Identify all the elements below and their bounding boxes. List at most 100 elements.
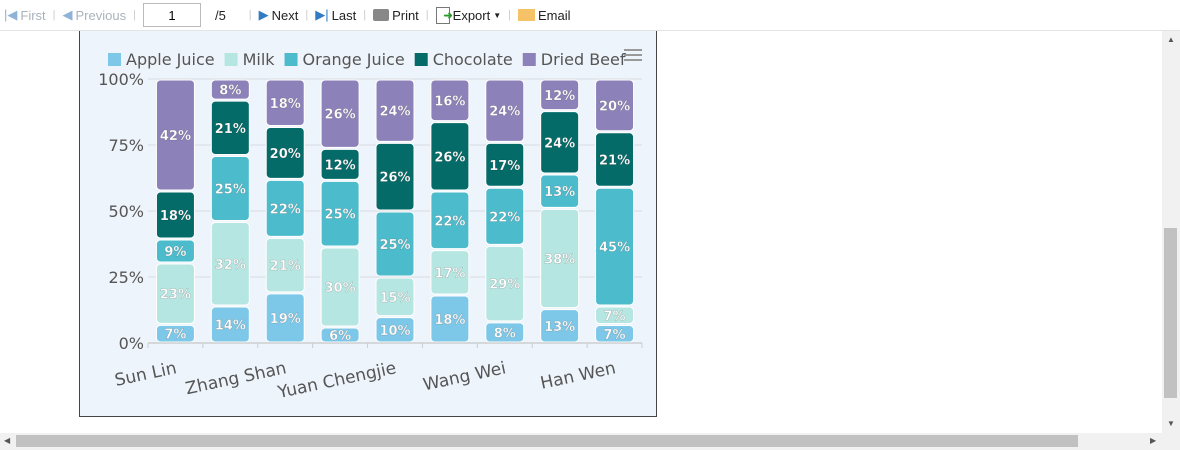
horizontal-scroll-thumb[interactable] <box>16 435 1078 447</box>
data-label: 29% <box>489 278 520 293</box>
first-icon: |◀ <box>4 7 18 22</box>
divider: | <box>508 9 512 21</box>
x-axis-label: Yuan Chengjie <box>275 358 398 403</box>
bar-segment <box>265 179 305 237</box>
data-label: 18% <box>160 209 191 224</box>
bar-segment <box>210 100 250 156</box>
bar-segment <box>320 180 360 247</box>
menu-icon[interactable] <box>624 49 642 61</box>
bar-segment <box>320 79 360 148</box>
next-button[interactable]: ▶ Next <box>258 7 299 23</box>
scroll-up-icon[interactable]: ▲ <box>1167 35 1175 44</box>
bar-segment <box>265 293 305 343</box>
legend-label: Dried Beef <box>541 50 626 69</box>
data-label: 22% <box>489 210 520 225</box>
scroll-down-icon[interactable]: ▼ <box>1167 419 1175 428</box>
bar-segment <box>375 277 415 317</box>
data-label: 12% <box>325 158 356 173</box>
email-button[interactable]: Email <box>514 8 575 23</box>
first-button[interactable]: |◀ First <box>4 7 46 23</box>
data-label: 25% <box>379 238 410 253</box>
data-label: 8% <box>219 84 241 99</box>
last-icon: ▶| <box>315 7 329 22</box>
chevron-down-icon: ▼ <box>493 10 502 20</box>
bar-segment <box>155 191 195 239</box>
stacked-percent-bar-chart: Apple Juice Milk Orange Juice Chocolate Drie… <box>98 49 643 403</box>
legend-swatch <box>414 53 428 66</box>
legend-item[interactable]: Chocolate <box>414 50 513 69</box>
bar-segment <box>595 187 635 306</box>
legend-swatch <box>224 53 238 66</box>
data-label: 22% <box>270 202 301 217</box>
page-total: /5 <box>214 7 226 23</box>
bar-segment <box>485 79 525 142</box>
bar-segment <box>485 245 525 322</box>
data-label: 26% <box>325 108 356 123</box>
page-number-input[interactable] <box>142 3 201 27</box>
next-icon: ▶ <box>258 7 269 22</box>
y-tick-label: 75% <box>108 136 144 155</box>
legend-label: Milk <box>243 50 276 69</box>
bar-segment <box>210 156 250 222</box>
menu-line <box>624 49 642 51</box>
vertical-scrollbar[interactable]: ▲ ▼ <box>1162 31 1180 433</box>
printer-icon <box>373 9 390 21</box>
bar-segment <box>375 142 415 211</box>
data-label: 30% <box>325 281 356 296</box>
bar-segment <box>430 295 470 343</box>
bar-segment <box>265 79 305 127</box>
data-label: 21% <box>215 122 246 137</box>
data-label: 7% <box>604 328 626 343</box>
divider: | <box>425 9 429 21</box>
bar-segment <box>210 79 250 100</box>
x-axis-label: Wang Wei <box>421 358 507 395</box>
bar-segment <box>430 191 470 250</box>
data-label: 38% <box>544 253 575 268</box>
chart-container: Apple Juice Milk Orange Juice Chocolate Drie… <box>79 31 657 417</box>
last-button[interactable]: ▶| Last <box>315 7 357 23</box>
bar-segment <box>320 247 360 327</box>
data-label: 12% <box>544 89 575 104</box>
data-label: 25% <box>325 208 356 223</box>
bar-segment <box>540 309 580 343</box>
data-label: 45% <box>599 241 630 256</box>
data-label: 24% <box>379 105 410 120</box>
data-label: 16% <box>434 94 465 109</box>
data-label: 22% <box>434 214 465 229</box>
export-button[interactable]: ➜ Export ▼ <box>432 6 506 24</box>
print-button[interactable]: Print <box>369 8 423 23</box>
data-label: 32% <box>215 258 246 273</box>
legend-label: Apple Juice <box>126 50 215 69</box>
divider: | <box>248 9 252 21</box>
bar-segment <box>375 79 415 142</box>
bar-segment <box>320 148 360 180</box>
legend-item[interactable]: Milk <box>224 50 276 69</box>
bar-segment <box>595 325 635 343</box>
menu-line <box>624 59 642 61</box>
divider: | <box>52 9 56 21</box>
data-label: 20% <box>599 99 630 114</box>
legend-item[interactable]: Apple Juice <box>108 50 215 69</box>
x-axis-label: Han Wen <box>539 358 618 393</box>
data-label: 26% <box>379 171 410 186</box>
bar-segment <box>430 79 470 122</box>
data-label: 20% <box>270 147 301 162</box>
legend-item[interactable]: Dried Beef <box>522 50 626 69</box>
data-label: 17% <box>489 159 520 174</box>
bar-segment <box>485 322 525 343</box>
bar-segment <box>540 79 580 111</box>
legend-swatch <box>522 53 536 66</box>
previous-button[interactable]: ◀ Previous <box>62 7 127 23</box>
y-tick-label: 0% <box>119 334 144 353</box>
bar-segment <box>375 211 415 277</box>
data-label: 21% <box>599 154 630 169</box>
bar-segment <box>210 306 250 343</box>
bar-segment <box>540 174 580 208</box>
y-tick-label: 50% <box>108 202 144 221</box>
vertical-scroll-thumb[interactable] <box>1164 228 1177 398</box>
scroll-right-icon[interactable]: ▶ <box>1150 436 1157 445</box>
scroll-left-icon[interactable]: ◀ <box>4 436 11 445</box>
horizontal-scrollbar[interactable]: ◀ ▶ <box>0 433 1180 450</box>
bar-segment <box>265 127 305 179</box>
legend-item[interactable]: Orange Juice <box>284 50 405 69</box>
